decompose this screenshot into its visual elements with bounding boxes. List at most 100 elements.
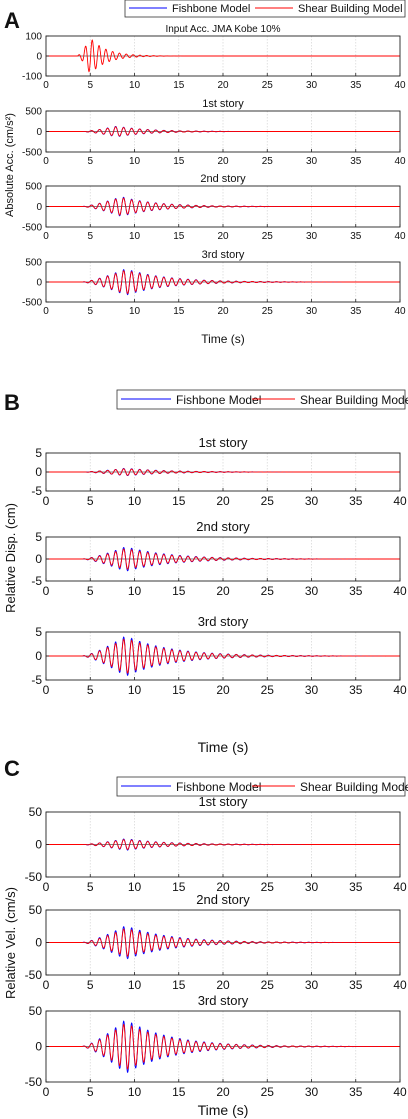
y-tick-label: 0 <box>36 278 42 289</box>
x-tick-label: 35 <box>350 306 362 317</box>
x-tick-label: 5 <box>87 156 93 167</box>
y-tick-label: 0 <box>35 649 42 663</box>
x-tick-label: 20 <box>216 880 230 894</box>
x-tick-label: 40 <box>393 494 407 508</box>
series-line-shear <box>46 197 400 216</box>
x-tick-label: 10 <box>129 156 141 167</box>
x-tick-label: 30 <box>305 584 319 598</box>
subplot-title: 2nd story <box>196 519 250 534</box>
x-tick-label: 5 <box>87 494 94 508</box>
x-tick-label: 15 <box>172 978 186 992</box>
subplot-title: 2nd story <box>200 173 246 185</box>
series-line-shear <box>46 126 400 137</box>
x-tick-label: 25 <box>261 880 275 894</box>
x-tick-label: 25 <box>262 156 274 167</box>
y-tick-label: 50 <box>29 903 43 917</box>
x-tick-label: 10 <box>129 231 141 242</box>
x-tick-label: 40 <box>393 1085 407 1099</box>
subplot-title: Input Acc. JMA Kobe 10% <box>165 24 280 35</box>
x-tick-label: 40 <box>393 978 407 992</box>
xlabel-a: Time (s) <box>201 332 245 346</box>
x-tick-label: 10 <box>128 880 142 894</box>
x-tick-label: 40 <box>393 683 407 697</box>
x-tick-label: 35 <box>349 584 363 598</box>
subplot-title: 1st story <box>202 98 244 110</box>
x-tick-label: 10 <box>128 584 142 598</box>
x-tick-label: 20 <box>216 1085 230 1099</box>
y-tick-label: 0 <box>35 465 42 479</box>
x-tick-label: 0 <box>43 156 49 167</box>
series-line-shear <box>46 928 400 957</box>
subplot-title: 2nd story <box>196 892 250 907</box>
y-tick-label: -100 <box>22 72 42 83</box>
y-tick-label: 0 <box>35 936 42 950</box>
x-tick-label: 30 <box>306 231 318 242</box>
y-tick-label: -5 <box>31 673 42 687</box>
x-tick-label: 30 <box>305 683 319 697</box>
series-line-shear <box>46 270 400 294</box>
ylabel-a: Absolute Acc. (cm/s²) <box>4 113 16 217</box>
x-tick-label: 5 <box>87 231 93 242</box>
y-tick-label: 500 <box>25 258 42 269</box>
series-line-shear <box>46 468 400 476</box>
x-tick-label: 15 <box>173 156 185 167</box>
x-tick-label: 25 <box>261 494 275 508</box>
x-tick-label: 35 <box>349 494 363 508</box>
x-tick-label: 35 <box>349 978 363 992</box>
y-tick-label: 0 <box>35 552 42 566</box>
y-tick-label: 50 <box>29 1004 43 1018</box>
y-tick-label: -500 <box>22 298 42 309</box>
x-tick-label: 0 <box>43 584 50 598</box>
x-tick-label: 5 <box>87 306 93 317</box>
legend-c-fishbone-label: Fishbone Model <box>176 780 261 794</box>
legend-a: Fishbone Model Shear Building Model <box>124 0 406 18</box>
subplot-title: 3rd story <box>202 249 245 261</box>
y-tick-label: 0 <box>35 1040 42 1054</box>
x-tick-label: 0 <box>43 80 49 91</box>
y-tick-label: 100 <box>25 32 42 43</box>
x-tick-label: 30 <box>306 80 318 91</box>
x-tick-label: 20 <box>217 80 229 91</box>
x-tick-label: 30 <box>305 880 319 894</box>
series-line-shear <box>46 839 400 850</box>
x-tick-label: 30 <box>306 306 318 317</box>
x-tick-label: 5 <box>87 978 94 992</box>
x-tick-label: 10 <box>128 683 142 697</box>
x-tick-label: 40 <box>393 584 407 598</box>
panel-letter-b: B <box>4 390 20 415</box>
x-tick-label: 0 <box>43 494 50 508</box>
y-tick-label: 500 <box>25 182 42 193</box>
x-tick-label: 20 <box>217 231 229 242</box>
x-tick-label: 25 <box>261 683 275 697</box>
panel-letter-c: C <box>4 756 20 781</box>
x-tick-label: 30 <box>305 978 319 992</box>
x-tick-label: 40 <box>394 306 406 317</box>
x-tick-label: 10 <box>128 494 142 508</box>
x-tick-label: 15 <box>172 1085 186 1099</box>
subplot-title: 1st story <box>198 794 248 809</box>
legend-b: Fishbone Model Shear Building Model <box>116 389 408 410</box>
x-tick-label: 5 <box>87 1085 94 1099</box>
subplot-title: 3rd story <box>198 614 249 629</box>
x-tick-label: 40 <box>393 880 407 894</box>
x-tick-label: 0 <box>43 306 49 317</box>
y-tick-label: -500 <box>22 148 42 159</box>
x-tick-label: 30 <box>305 494 319 508</box>
x-tick-label: 5 <box>87 880 94 894</box>
legend-c: Fishbone Model Shear Building Model <box>116 776 408 797</box>
y-tick-label: 5 <box>35 530 42 544</box>
y-tick-label: 0 <box>36 202 42 213</box>
legend-b-shear-label: Shear Building Model <box>300 393 408 407</box>
x-tick-label: 20 <box>216 494 230 508</box>
x-tick-label: 15 <box>173 231 185 242</box>
y-tick-label: 5 <box>35 446 42 460</box>
x-tick-label: 35 <box>349 1085 363 1099</box>
